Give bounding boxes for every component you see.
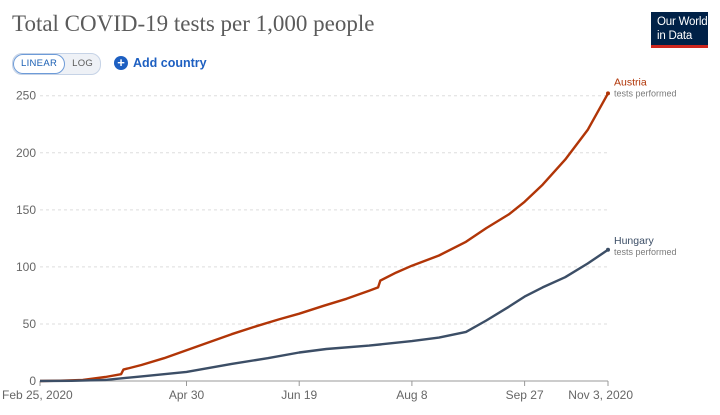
series-label-austria[interactable]: Austria [614,76,647,88]
series-lines [39,91,610,383]
owid-logo[interactable]: Our World in Data [651,12,708,48]
series-sublabel-hungary: tests performed [614,247,677,257]
x-tick-label: Sep 27 [506,388,544,402]
y-tick-label: 50 [23,317,37,331]
y-tick-label: 250 [16,89,36,103]
plus-circle-icon: + [114,56,128,70]
series-end-point-hungary [606,247,610,252]
chart-title: Total COVID-19 tests per 1,000 people [12,11,375,36]
log-scale-button[interactable]: LOG [72,58,94,69]
series-end-point-austria [606,91,610,96]
x-tick-label: Aug 8 [396,388,428,402]
y-tick-label: 100 [16,260,36,274]
x-tick-label: Apr 30 [169,388,205,402]
series-line-austria[interactable] [39,92,610,383]
y-tick-label: 200 [16,146,36,160]
series-line-hungary[interactable] [39,248,609,383]
grid-lines [40,95,608,325]
x-axis: Feb 25, 2020 Apr 30 Jun 19 Aug 8 Sep 27 Nov 3… [2,380,633,402]
add-country-label: Add country [133,56,207,70]
y-tick-label: 0 [29,374,36,388]
logo-line-2: in Data [657,30,693,42]
scale-toggle: LINEAR LOG [12,53,102,75]
y-axis-ticks: 0 50 100 150 200 250 [16,89,36,388]
series-label-hungary[interactable]: Hungary [614,235,654,247]
x-tick-label: Feb 25, 2020 [2,388,73,402]
x-tick-label: Jun 19 [281,388,317,402]
linear-scale-button[interactable]: LINEAR [13,54,66,74]
x-tick-label: Nov 3, 2020 [568,388,633,402]
add-country-button[interactable]: + Add country [114,54,207,72]
logo-line-1: Our World [657,16,708,28]
y-tick-label: 150 [16,203,36,217]
series-sublabel-austria: tests performed [614,88,677,98]
